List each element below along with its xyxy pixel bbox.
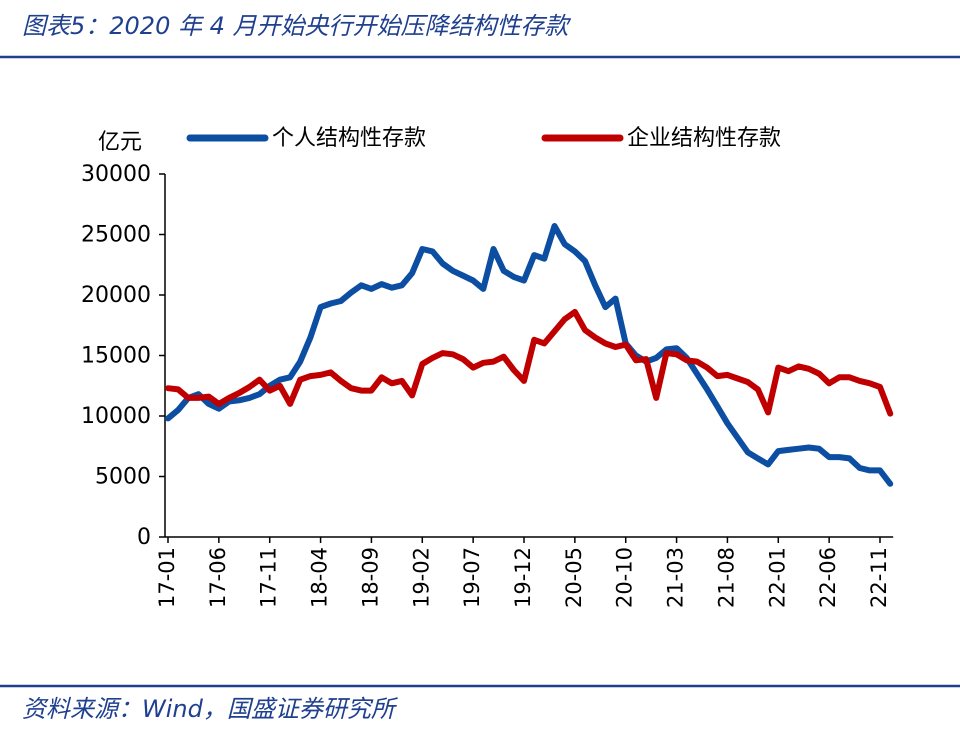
x-tick-label: 17-06 bbox=[206, 547, 230, 608]
x-tick-label: 17-11 bbox=[257, 547, 281, 608]
x-tick-label: 20-05 bbox=[562, 547, 586, 608]
source: 资料来源：Wind，国盛证券研究所 bbox=[22, 695, 399, 723]
x-tick-label: 22-11 bbox=[867, 547, 891, 608]
legend-label: 企业结构性存款 bbox=[627, 126, 781, 151]
y-tick-label: 15000 bbox=[81, 344, 151, 369]
x-tick-label: 22-01 bbox=[765, 547, 789, 608]
y-unit: 亿元 bbox=[98, 130, 142, 155]
x-tick-label: 19-12 bbox=[511, 547, 535, 608]
page-title: 图表5：2020 年 4 月开始央行开始压降结构性存款 bbox=[22, 12, 572, 40]
y-tick-label: 30000 bbox=[81, 162, 151, 187]
x-tick-label: 21-08 bbox=[714, 547, 738, 608]
x-tick-label: 19-07 bbox=[460, 547, 484, 608]
x-tick-label: 22-06 bbox=[816, 547, 840, 608]
series-line bbox=[165, 308, 894, 417]
series-line bbox=[165, 223, 894, 487]
x-tick-label: 18-09 bbox=[358, 547, 382, 608]
x-tick-label: 18-04 bbox=[308, 547, 332, 608]
y-tick-label: 10000 bbox=[81, 404, 151, 429]
x-tick-label: 17-01 bbox=[155, 547, 179, 608]
y-tick-label: 5000 bbox=[95, 465, 151, 490]
x-tick-label: 20-10 bbox=[613, 547, 637, 608]
legend-label: 个人结构性存款 bbox=[272, 126, 426, 151]
y-tick-label: 25000 bbox=[81, 223, 151, 248]
y-tick-label: 0 bbox=[137, 525, 151, 550]
x-tick-label: 21-03 bbox=[664, 547, 688, 608]
x-tick-label: 19-02 bbox=[409, 547, 433, 608]
y-tick-label: 20000 bbox=[81, 283, 151, 308]
